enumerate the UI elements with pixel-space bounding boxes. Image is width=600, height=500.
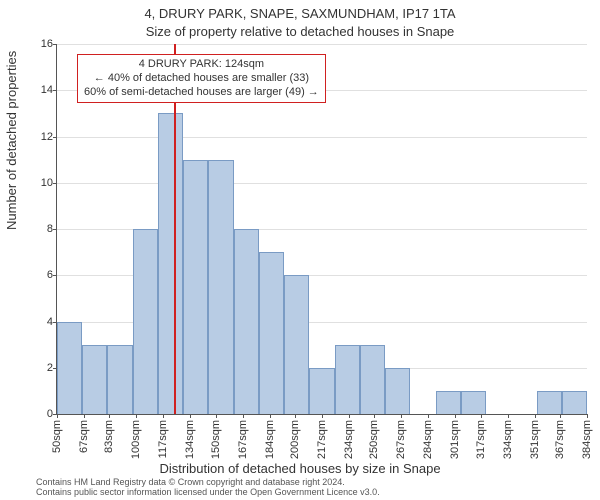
x-tick-mark — [190, 414, 191, 418]
chart-title: 4, DRURY PARK, SNAPE, SAXMUNDHAM, IP17 1… — [0, 6, 600, 21]
x-tick-label: 301sqm — [449, 420, 461, 459]
y-tick-mark — [53, 275, 57, 276]
histogram-bar — [133, 229, 158, 414]
x-tick-mark — [216, 414, 217, 418]
histogram-bar — [309, 368, 334, 414]
annotation-line1: 4 DRURY PARK: 124sqm — [84, 58, 319, 72]
histogram-bar — [335, 345, 360, 414]
histogram-bar — [107, 345, 132, 414]
histogram-bar — [234, 229, 259, 414]
x-tick-mark — [57, 414, 58, 418]
x-tick-label: 83sqm — [103, 420, 115, 453]
y-tick-mark — [53, 137, 57, 138]
histogram-bar — [385, 368, 410, 414]
x-tick-mark — [109, 414, 110, 418]
x-tick-mark — [270, 414, 271, 418]
y-tick-label: 6 — [47, 269, 53, 281]
marker-annotation: 4 DRURY PARK: 124sqm ← 40% of detached h… — [77, 54, 326, 103]
y-tick-mark — [53, 44, 57, 45]
footer: Contains HM Land Registry data © Crown c… — [36, 478, 600, 498]
x-tick-mark — [163, 414, 164, 418]
x-tick-label: 284sqm — [422, 420, 434, 459]
x-tick-label: 200sqm — [289, 420, 301, 459]
x-tick-label: 334sqm — [502, 420, 514, 459]
x-tick-label: 317sqm — [475, 420, 487, 459]
gridline — [57, 137, 587, 138]
y-tick-label: 16 — [41, 38, 53, 50]
x-tick-label: 267sqm — [395, 420, 407, 459]
x-tick-label: 50sqm — [51, 420, 63, 453]
x-tick-label: 234sqm — [343, 420, 355, 459]
x-tick-label: 134sqm — [184, 420, 196, 459]
x-tick-label: 100sqm — [130, 420, 142, 459]
x-tick-mark — [322, 414, 323, 418]
x-tick-mark — [401, 414, 402, 418]
x-tick-mark — [508, 414, 509, 418]
y-tick-label: 0 — [47, 408, 53, 420]
x-tick-label: 117sqm — [157, 420, 169, 458]
histogram-bar — [284, 275, 309, 414]
histogram-bar — [208, 160, 233, 414]
histogram-bar — [158, 113, 183, 414]
y-tick-label: 8 — [47, 223, 53, 235]
x-tick-label: 150sqm — [210, 420, 222, 459]
annotation-line2: ← 40% of detached houses are smaller (33… — [84, 72, 319, 86]
x-tick-label: 167sqm — [237, 420, 249, 459]
x-tick-mark — [374, 414, 375, 418]
x-tick-label: 67sqm — [78, 420, 90, 453]
x-tick-label: 217sqm — [316, 420, 328, 459]
y-tick-label: 12 — [41, 131, 53, 143]
y-tick-label: 2 — [47, 362, 53, 374]
y-tick-mark — [53, 90, 57, 91]
gridline — [57, 44, 587, 45]
chart-subtitle: Size of property relative to detached ho… — [0, 24, 600, 39]
x-tick-mark — [455, 414, 456, 418]
y-tick-mark — [53, 183, 57, 184]
y-tick-label: 14 — [41, 84, 53, 96]
histogram-bar — [183, 160, 208, 414]
y-tick-label: 10 — [41, 177, 53, 189]
x-tick-label: 250sqm — [368, 420, 380, 459]
annotation-line3: 60% of semi-detached houses are larger (… — [84, 86, 319, 100]
histogram-bar — [360, 345, 385, 414]
x-tick-mark — [84, 414, 85, 418]
chart-container: 4, DRURY PARK, SNAPE, SAXMUNDHAM, IP17 1… — [0, 0, 600, 500]
x-tick-label: 384sqm — [581, 420, 593, 459]
x-tick-mark — [136, 414, 137, 418]
x-tick-mark — [560, 414, 561, 418]
x-tick-mark — [295, 414, 296, 418]
gridline — [57, 183, 587, 184]
histogram-bar — [562, 391, 587, 414]
y-axis-label: Number of detached properties — [4, 51, 19, 230]
x-tick-mark — [535, 414, 536, 418]
x-axis-label: Distribution of detached houses by size … — [0, 461, 600, 476]
footer-line2: Contains public sector information licen… — [36, 488, 600, 498]
histogram-bar — [57, 322, 82, 415]
x-tick-label: 367sqm — [554, 420, 566, 459]
x-tick-label: 351sqm — [529, 420, 541, 459]
x-tick-mark — [243, 414, 244, 418]
histogram-bar — [461, 391, 486, 414]
x-tick-mark — [349, 414, 350, 418]
x-tick-label: 184sqm — [264, 420, 276, 459]
x-tick-mark — [481, 414, 482, 418]
plot-area: 024681012141650sqm67sqm83sqm100sqm117sqm… — [56, 44, 587, 415]
y-tick-label: 4 — [47, 316, 53, 328]
histogram-bar — [537, 391, 562, 414]
histogram-bar — [82, 345, 107, 414]
y-tick-mark — [53, 229, 57, 230]
histogram-bar — [259, 252, 284, 414]
x-tick-mark — [428, 414, 429, 418]
x-tick-mark — [587, 414, 588, 418]
histogram-bar — [436, 391, 461, 414]
